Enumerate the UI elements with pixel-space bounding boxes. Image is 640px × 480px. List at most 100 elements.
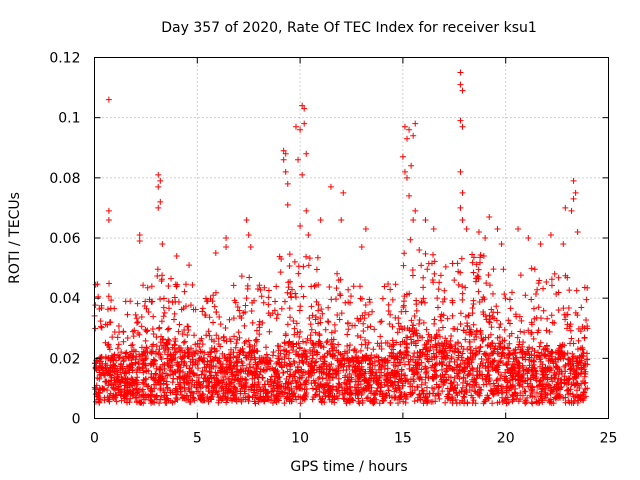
data-point [134, 365, 141, 372]
data-point [498, 353, 505, 360]
data-point [282, 331, 289, 338]
data-point [308, 363, 315, 370]
data-point [304, 335, 311, 342]
data-point [266, 328, 273, 335]
data-point-outlier [560, 241, 567, 248]
data-point [400, 302, 407, 309]
data-point-outlier [406, 126, 413, 133]
data-point [265, 301, 272, 308]
data-point [422, 374, 429, 381]
data-point [148, 398, 155, 405]
data-point-outlier [463, 225, 470, 232]
data-point [344, 343, 351, 350]
data-point [410, 331, 417, 338]
data-point [423, 326, 430, 333]
data-point [202, 375, 209, 382]
data-point [102, 371, 109, 378]
data-point [431, 353, 438, 360]
data-point [357, 347, 364, 354]
data-point [208, 374, 215, 381]
data-point [453, 390, 460, 397]
data-point [532, 290, 539, 297]
data-point [457, 310, 464, 317]
data-point [550, 386, 557, 393]
data-point [156, 325, 163, 332]
data-point [278, 363, 285, 370]
data-point [451, 325, 458, 332]
data-point [157, 386, 164, 393]
data-point [445, 374, 452, 381]
data-point [185, 396, 192, 403]
data-point [320, 344, 327, 351]
data-point [266, 357, 273, 364]
data-point [207, 395, 214, 402]
data-point [189, 282, 196, 289]
data-point [253, 327, 260, 334]
data-point [226, 316, 233, 323]
data-point-outlier [459, 123, 466, 130]
data-point [287, 314, 294, 321]
data-point [428, 364, 435, 371]
data-point [497, 321, 504, 328]
data-point-outlier [410, 216, 417, 223]
data-point-outlier [157, 198, 164, 205]
data-point [151, 385, 158, 392]
data-point [248, 307, 255, 314]
data-point [144, 284, 151, 291]
data-point [306, 255, 313, 262]
data-point [311, 348, 318, 355]
data-point [114, 334, 121, 341]
data-point [130, 391, 137, 398]
data-point [272, 298, 279, 305]
data-point [508, 384, 515, 391]
data-point [234, 304, 241, 311]
data-point [479, 362, 486, 369]
data-point [97, 318, 104, 325]
data-point [260, 393, 267, 400]
data-point [197, 337, 204, 344]
data-point [487, 380, 494, 387]
data-point [330, 383, 337, 390]
data-point [416, 391, 423, 398]
data-point [509, 398, 516, 405]
data-point [385, 307, 392, 314]
data-point-outlier [186, 262, 193, 269]
data-point [243, 295, 250, 302]
data-point [387, 311, 394, 318]
data-point [518, 317, 525, 324]
data-point [482, 396, 489, 403]
data-point [172, 338, 179, 345]
data-point [280, 369, 287, 376]
data-point [363, 395, 370, 402]
data-point [466, 343, 473, 350]
data-point [466, 370, 473, 377]
data-point [517, 328, 524, 335]
data-point [133, 369, 140, 376]
data-point [493, 317, 500, 324]
data-point [383, 392, 390, 399]
data-point [287, 361, 294, 368]
data-point [574, 400, 581, 407]
data-point [261, 284, 268, 291]
data-point [418, 262, 425, 269]
data-point [515, 398, 522, 405]
data-point [95, 389, 102, 396]
data-point [535, 280, 542, 287]
data-point [191, 332, 198, 339]
data-point [478, 356, 485, 363]
data-point [191, 397, 198, 404]
data-point [256, 318, 263, 325]
data-point-outlier [247, 244, 254, 251]
data-point [466, 331, 473, 338]
data-point [321, 358, 328, 365]
data-point [452, 341, 459, 348]
data-point [138, 323, 145, 330]
data-point [236, 349, 243, 356]
data-point [175, 299, 182, 306]
data-point [493, 377, 500, 384]
data-point [334, 270, 341, 277]
data-point [345, 397, 352, 404]
data-point [581, 325, 588, 332]
data-point [112, 363, 119, 370]
data-point-outlier [457, 168, 464, 175]
